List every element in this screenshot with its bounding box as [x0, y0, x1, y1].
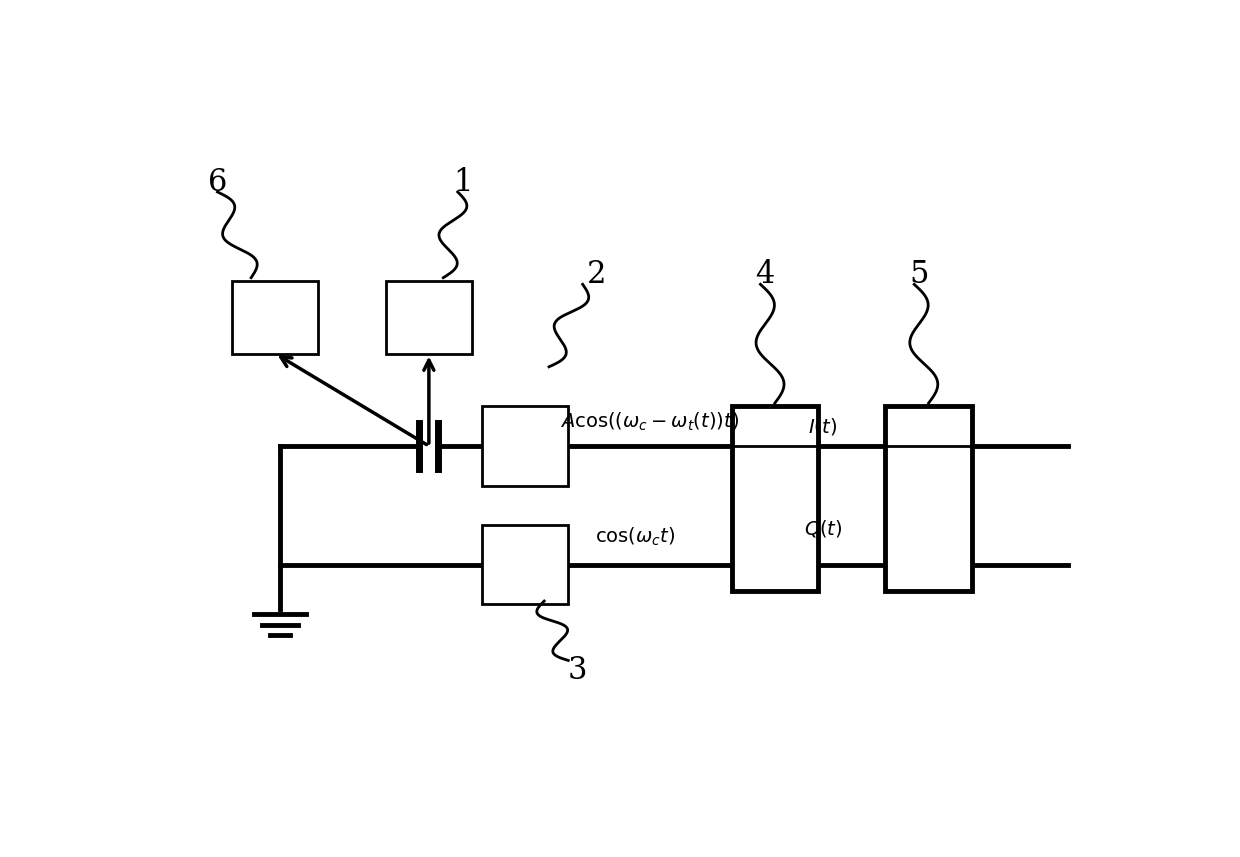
Text: 1: 1: [453, 166, 472, 197]
Text: $\cos(\omega_c t)$: $\cos(\omega_c t)$: [595, 526, 676, 548]
Bar: [481, 406, 568, 486]
Text: 4: 4: [755, 259, 775, 290]
Bar: [732, 406, 818, 591]
Text: 3: 3: [568, 655, 588, 686]
Bar: [386, 281, 472, 354]
Bar: [232, 281, 319, 354]
Text: 2: 2: [588, 259, 606, 290]
Text: 5: 5: [909, 259, 929, 290]
Text: $I(t)$: $I(t)$: [808, 416, 837, 437]
Bar: [481, 525, 568, 604]
Bar: [885, 406, 972, 591]
Text: 6: 6: [208, 166, 227, 197]
Text: $Q(t)$: $Q(t)$: [804, 518, 842, 539]
Text: $A\cos\!\left((\omega_c-\omega_t(t))t\right)$: $A\cos\!\left((\omega_c-\omega_t(t))t\ri…: [560, 411, 739, 433]
